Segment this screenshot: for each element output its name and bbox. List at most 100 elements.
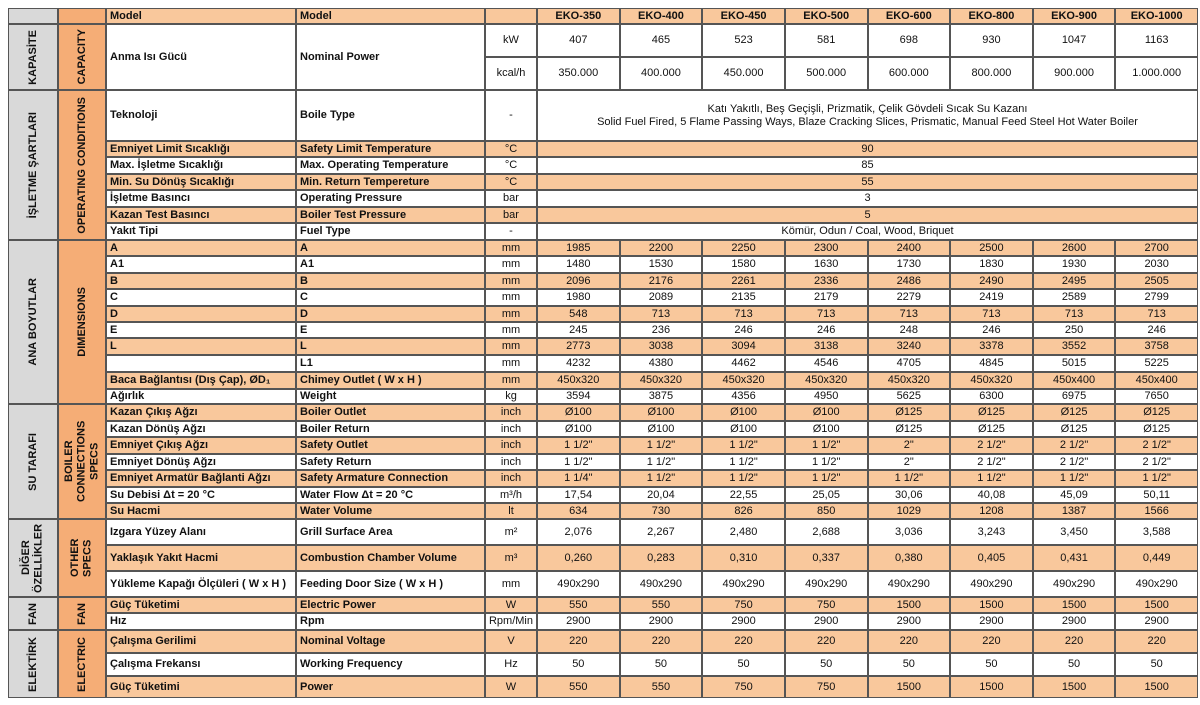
- value: Ø100: [537, 421, 620, 437]
- label-en: C: [296, 289, 485, 306]
- value: 713: [784, 306, 868, 322]
- value: Ø125: [1115, 421, 1198, 437]
- model-name: EKO-600: [867, 8, 951, 24]
- model-name: EKO-350: [537, 8, 620, 24]
- value: 4356: [702, 389, 785, 404]
- value: 750: [784, 597, 868, 613]
- value: 2261: [702, 273, 785, 289]
- label-tr: Güç Tüketimi: [106, 676, 296, 698]
- value: 730: [619, 503, 703, 519]
- value: Ø125: [1115, 404, 1198, 421]
- group-en: OPERATING CONDITIONS: [58, 90, 106, 240]
- value: 2900: [867, 613, 951, 630]
- value: 850: [784, 503, 868, 519]
- model-name: EKO-400: [619, 8, 703, 24]
- label-tr: Max. İşletme Sıcaklığı: [106, 157, 296, 174]
- label-tr: Çalışma Gerilimi: [106, 630, 296, 653]
- label-en: B: [296, 273, 485, 289]
- value: 490x290: [1115, 571, 1198, 597]
- value: 50,11: [1115, 487, 1198, 503]
- value: 250: [1032, 322, 1116, 338]
- unit: inch: [485, 421, 537, 437]
- value: 1530: [619, 256, 703, 273]
- span-line: Solid Fuel Fired, 5 Flame Passing Ways, …: [597, 115, 1138, 128]
- value: 634: [537, 503, 620, 519]
- value: 1500: [867, 676, 951, 698]
- label-en: Safety Return: [296, 454, 485, 470]
- value: 4462: [702, 355, 785, 372]
- value: 900.000: [1032, 57, 1116, 90]
- value: 0,431: [1032, 545, 1116, 571]
- value: 713: [867, 306, 951, 322]
- value: 3758: [1115, 338, 1198, 355]
- value: 2490: [950, 273, 1033, 289]
- value: 3138: [784, 338, 868, 355]
- value: 1500: [1115, 597, 1198, 613]
- label-tr: C: [106, 289, 296, 306]
- value: 930: [950, 24, 1033, 57]
- value: 1500: [867, 597, 951, 613]
- value: 3240: [867, 338, 951, 355]
- value: 3552: [1032, 338, 1116, 355]
- label-en: Boile Type: [296, 90, 485, 141]
- label-en: Water Flow Δt = 20 °C: [296, 487, 485, 503]
- value: 826: [702, 503, 785, 519]
- value: 1 1/2": [867, 470, 951, 487]
- value: 713: [1115, 306, 1198, 322]
- group-tr-text: SU TARAFI: [26, 432, 39, 491]
- value: 490x290: [619, 571, 703, 597]
- value: 5015: [1032, 355, 1116, 372]
- unit: inch: [485, 454, 537, 470]
- label-en: Power: [296, 676, 485, 698]
- label-en: Combustion Chamber Volume: [296, 545, 485, 571]
- label-en: Working Frequency: [296, 653, 485, 676]
- group-en-text: OPERATING CONDITIONS: [75, 96, 88, 234]
- unit: m²: [485, 519, 537, 545]
- value: 1830: [950, 256, 1033, 273]
- unit: °C: [485, 174, 537, 190]
- value: 50: [537, 653, 620, 676]
- unit: Hz: [485, 653, 537, 676]
- value: 2773: [537, 338, 620, 355]
- value: 2300: [784, 240, 868, 256]
- value: 450x320: [537, 372, 620, 389]
- value: 220: [537, 630, 620, 653]
- label-tr: Ağırlık: [106, 389, 296, 404]
- model-name: EKO-900: [1032, 8, 1116, 24]
- label-tr: Anma Isı Gücü: [106, 24, 296, 90]
- label-tr: B: [106, 273, 296, 289]
- value: 2600: [1032, 240, 1116, 256]
- value: 1 1/2": [1115, 470, 1198, 487]
- value: 3594: [537, 389, 620, 404]
- value: 20,04: [619, 487, 703, 503]
- value: 5625: [867, 389, 951, 404]
- value: 713: [1032, 306, 1116, 322]
- value: Ø100: [537, 404, 620, 421]
- value: 3,036: [867, 519, 951, 545]
- value: 4950: [784, 389, 868, 404]
- label-tr: D: [106, 306, 296, 322]
- value: 2500: [950, 240, 1033, 256]
- label-en: Operating Pressure: [296, 190, 485, 207]
- span-value: 3: [537, 190, 1198, 207]
- value: 248: [867, 322, 951, 338]
- value: 1 1/2": [784, 437, 868, 454]
- label-tr: İşletme Basıncı: [106, 190, 296, 207]
- value: Ø125: [867, 421, 951, 437]
- value: 2179: [784, 289, 868, 306]
- value: 2 1/2": [1032, 454, 1116, 470]
- group-tr-text: FAN: [26, 602, 39, 625]
- value: 450x400: [1032, 372, 1116, 389]
- label-en: E: [296, 322, 485, 338]
- value: Ø100: [784, 421, 868, 437]
- label-en: Boiler Test Pressure: [296, 207, 485, 223]
- value: 2030: [1115, 256, 1198, 273]
- group-en: OTHER SPECS: [58, 519, 106, 597]
- unit: W: [485, 597, 537, 613]
- label-tr: A: [106, 240, 296, 256]
- unit: mm: [485, 306, 537, 322]
- unit: mm: [485, 571, 537, 597]
- value: 2400: [867, 240, 951, 256]
- group-en-text: ELECTRIC: [75, 636, 88, 692]
